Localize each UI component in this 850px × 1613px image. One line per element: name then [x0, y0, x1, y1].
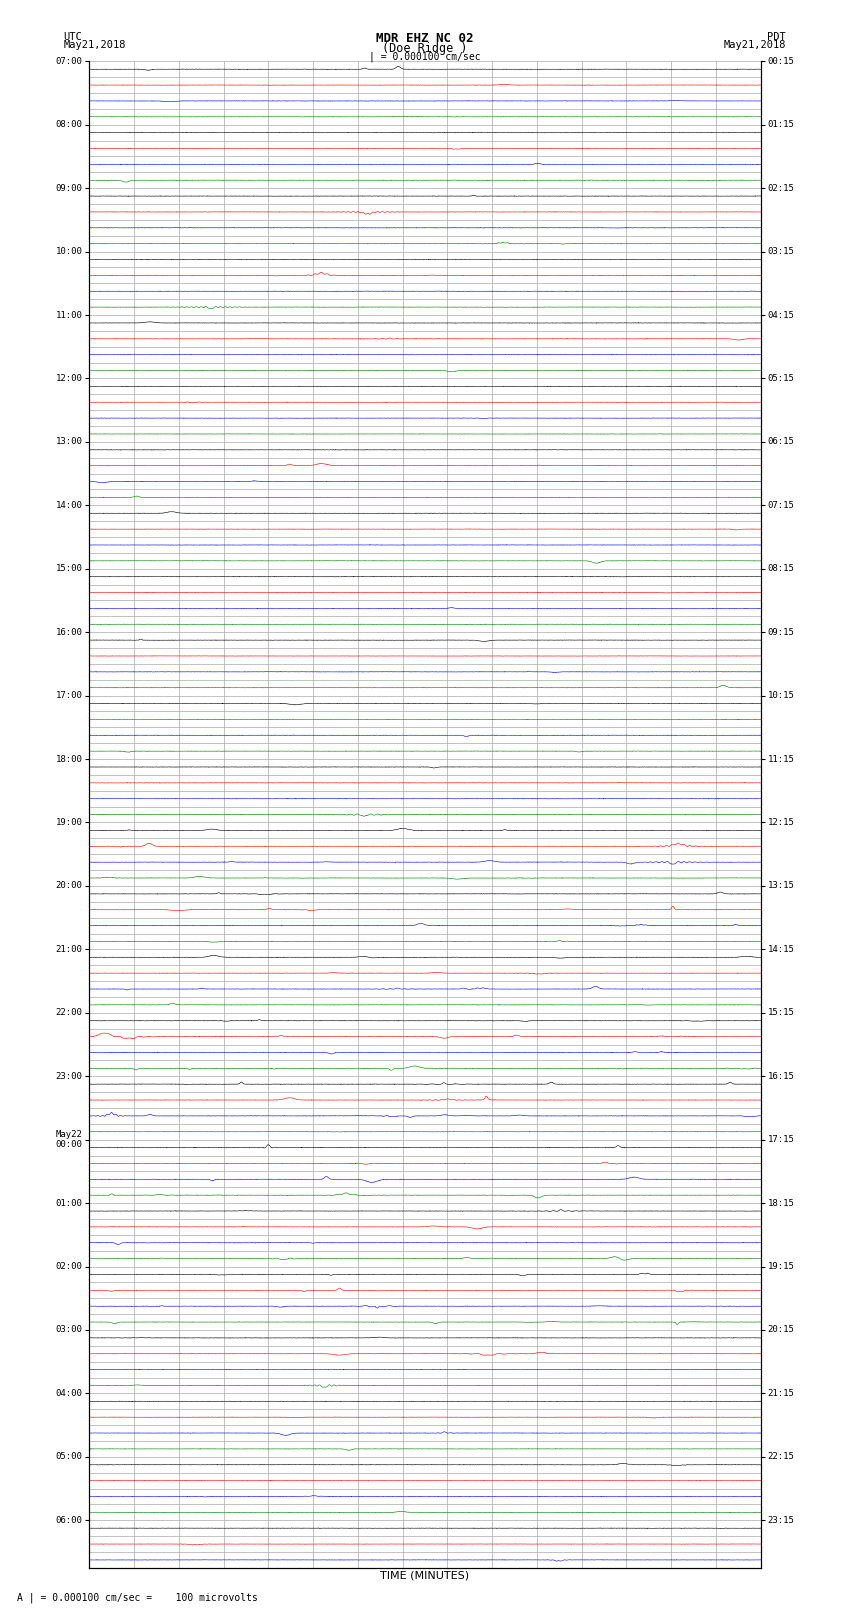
Text: PDT: PDT: [768, 32, 786, 42]
Text: MDR EHZ NC 02: MDR EHZ NC 02: [377, 32, 473, 45]
Text: May21,2018: May21,2018: [64, 40, 127, 50]
X-axis label: TIME (MINUTES): TIME (MINUTES): [381, 1571, 469, 1581]
Text: May21,2018: May21,2018: [723, 40, 786, 50]
Text: UTC: UTC: [64, 32, 82, 42]
Text: (Doe Ridge ): (Doe Ridge ): [382, 42, 468, 55]
Text: A | = 0.000100 cm/sec =    100 microvolts: A | = 0.000100 cm/sec = 100 microvolts: [17, 1592, 258, 1603]
Text: | = 0.000100 cm/sec: | = 0.000100 cm/sec: [369, 52, 481, 63]
